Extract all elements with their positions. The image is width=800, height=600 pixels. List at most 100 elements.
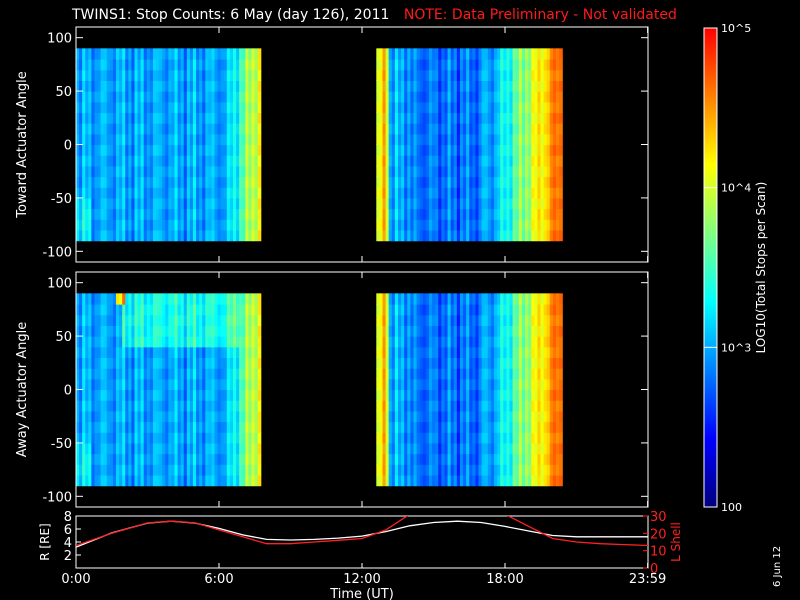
- heatmap-cell: [174, 325, 179, 337]
- heatmap-cell: [245, 197, 249, 210]
- heatmap-cell: [379, 464, 384, 476]
- heatmap-cell: [131, 400, 136, 412]
- heatmap-cell: [444, 59, 449, 71]
- heatmap-cell: [475, 112, 480, 124]
- heatmap-cell: [515, 474, 520, 487]
- heatmap-cell: [410, 293, 415, 305]
- heatmap-cell: [490, 133, 495, 146]
- heatmap-cell: [497, 432, 501, 444]
- heatmap-cell: [478, 144, 483, 156]
- heatmap-cell: [214, 453, 219, 465]
- heatmap-cell: [180, 123, 185, 135]
- heatmap-cell: [463, 474, 467, 487]
- heatmap-cell: [552, 208, 557, 220]
- heatmap-cell: [556, 368, 560, 380]
- heatmap-cell: [379, 453, 384, 465]
- heatmap-cell: [125, 314, 129, 327]
- heatmap-cell: [475, 400, 480, 412]
- heatmap-cell: [156, 442, 160, 455]
- heatmap-cell: [490, 314, 495, 327]
- y-tick-label-right: 20: [650, 527, 667, 542]
- heatmap-cell: [162, 197, 166, 210]
- heatmap-cell: [484, 432, 489, 444]
- heatmap-cell: [94, 155, 99, 167]
- heatmap-cell: [428, 144, 433, 156]
- heatmap-cell: [410, 219, 415, 231]
- heatmap-cell: [211, 112, 216, 124]
- heatmap-cell: [506, 346, 511, 359]
- heatmap-cell: [217, 421, 222, 433]
- heatmap-cell: [162, 464, 166, 476]
- heatmap-cell: [116, 442, 120, 455]
- heatmap-cell: [438, 48, 442, 60]
- heatmap-cell: [534, 112, 539, 124]
- heatmap-cell: [376, 229, 380, 242]
- heatmap-cell: [552, 48, 557, 60]
- heatmap-cell: [559, 432, 563, 444]
- heatmap-cell: [515, 293, 520, 305]
- heatmap-cell: [456, 357, 461, 369]
- heatmap-cell: [459, 133, 464, 146]
- heatmap-cell: [531, 368, 535, 380]
- heatmap-cell: [192, 208, 197, 220]
- heatmap-cell: [459, 123, 464, 135]
- heatmap-cell: [490, 389, 495, 401]
- heatmap-cell: [116, 336, 120, 348]
- heatmap-cell: [419, 80, 424, 92]
- heatmap-cell: [546, 91, 551, 103]
- heatmap-cell: [469, 80, 473, 92]
- heatmap-cell: [444, 304, 449, 316]
- heatmap-cell: [397, 101, 402, 114]
- heatmap-cell: [413, 314, 418, 327]
- heatmap-cell: [174, 91, 179, 103]
- heatmap-cell: [177, 59, 182, 71]
- heatmap-cell: [236, 474, 240, 487]
- heatmap-cell: [435, 91, 439, 103]
- heatmap-cell: [503, 442, 508, 455]
- heatmap-cell: [248, 48, 253, 60]
- heatmap-cell: [257, 176, 262, 188]
- heatmap-cell: [388, 229, 393, 242]
- heatmap-cell: [450, 378, 455, 391]
- heatmap-cell: [149, 101, 154, 114]
- heatmap-cell: [156, 346, 160, 359]
- heatmap-cell: [229, 442, 234, 455]
- heatmap-cell: [220, 123, 225, 135]
- heatmap-cell: [220, 304, 225, 316]
- heatmap-cell: [401, 91, 405, 103]
- heatmap-cell: [537, 112, 542, 124]
- heatmap-cell: [192, 80, 197, 92]
- heatmap-cell: [404, 474, 408, 487]
- heatmap-cell: [174, 219, 179, 231]
- heatmap-cell: [177, 442, 182, 455]
- heatmap-cell: [217, 112, 222, 124]
- heatmap-cell: [217, 48, 222, 60]
- figure-title: TWINS1: Stop Counts: 6 May (day 126), 20…: [72, 7, 677, 23]
- heatmap-cell: [422, 325, 427, 337]
- heatmap-cell: [106, 123, 111, 135]
- heatmap-cell: [165, 123, 169, 135]
- heatmap-cell: [512, 346, 517, 359]
- heatmap-cell: [79, 453, 83, 465]
- heatmap-cell: [497, 91, 501, 103]
- heatmap-cell: [248, 464, 253, 476]
- heatmap-cell: [82, 144, 86, 156]
- heatmap-cell: [466, 421, 470, 433]
- heatmap-cell: [214, 293, 219, 305]
- heatmap-cell: [531, 69, 535, 82]
- heatmap-cell: [76, 133, 80, 146]
- heatmap-cell: [487, 59, 492, 71]
- heatmap-cell: [214, 368, 219, 380]
- heatmap-cell: [79, 48, 83, 60]
- heatmap-cell: [159, 101, 163, 114]
- heatmap-cell: [239, 325, 243, 337]
- heatmap-cell: [549, 91, 554, 103]
- heatmap-cell: [385, 133, 390, 146]
- heatmap-cell: [525, 464, 529, 476]
- heatmap-cell: [223, 112, 228, 124]
- heatmap-cell: [242, 346, 246, 359]
- heatmap-cell: [466, 304, 470, 316]
- heatmap-cell: [444, 293, 449, 305]
- heatmap-cell: [186, 357, 191, 369]
- heatmap-cell: [82, 421, 86, 433]
